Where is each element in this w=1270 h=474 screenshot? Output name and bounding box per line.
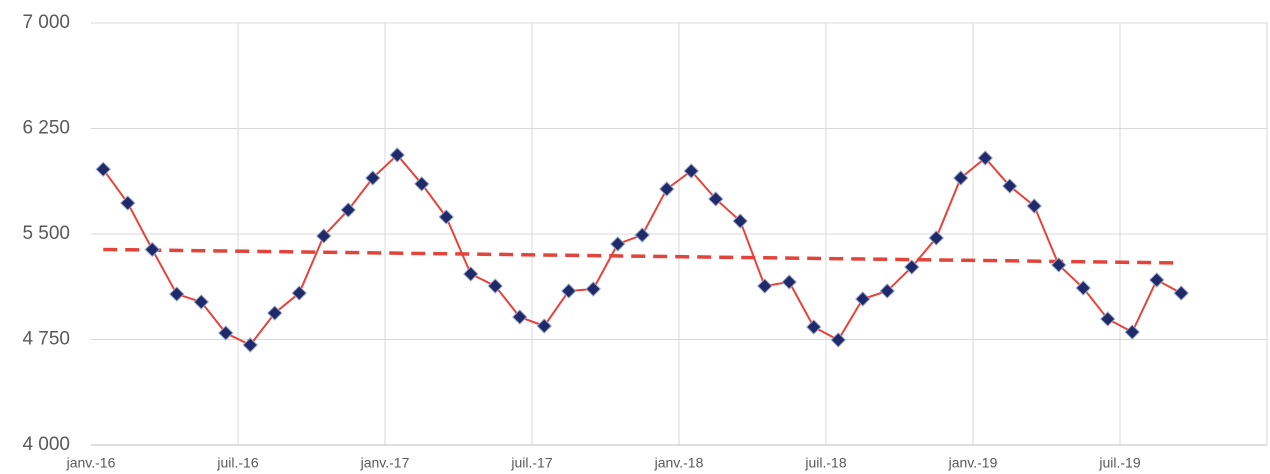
data-point: [1002, 178, 1018, 194]
data-point: [340, 202, 356, 218]
data-point: [659, 181, 675, 197]
data-point: [610, 236, 626, 252]
data-point: [144, 241, 160, 258]
data-point: [512, 309, 528, 325]
data-point: [1173, 285, 1189, 301]
data-point: [218, 325, 234, 341]
data-point: [757, 278, 773, 294]
data-point: [316, 228, 332, 244]
data-point: [953, 170, 969, 186]
x-tick-label: janv.-18: [654, 455, 704, 471]
data-point: [365, 170, 381, 186]
data-point: [291, 285, 307, 301]
data-point: [414, 176, 430, 192]
data-point: [438, 209, 454, 225]
x-tick-label: janv.-19: [948, 455, 998, 471]
data-point: [389, 147, 405, 163]
data-point: [487, 278, 503, 294]
x-tick-label: janv.-16: [66, 455, 116, 471]
data-point: [242, 337, 258, 353]
data-point: [634, 227, 650, 243]
data-point: [1149, 272, 1165, 288]
data-point: [1026, 198, 1042, 214]
y-tick-label: 7 000: [22, 12, 70, 33]
data-point: [732, 213, 748, 229]
data-point: [536, 318, 552, 334]
data-point: [683, 163, 699, 179]
data-point: [193, 294, 209, 310]
x-tick-label: janv.-17: [360, 455, 410, 471]
x-tick-label: juil.-16: [216, 455, 258, 471]
data-point: [1075, 280, 1091, 296]
y-tick-label: 6 250: [22, 118, 70, 139]
data-point: [830, 332, 846, 348]
data-point: [855, 291, 871, 307]
data-point: [1051, 257, 1067, 273]
data-point: [879, 283, 895, 299]
data-point: [267, 305, 283, 321]
data-point: [95, 161, 111, 178]
data-point: [1124, 324, 1140, 340]
data-point: [120, 195, 136, 211]
data-point: [169, 286, 185, 302]
data-point: [463, 266, 479, 282]
y-tick-label: 4 750: [22, 329, 70, 350]
data-point: [561, 283, 577, 299]
x-tick-label: juil.-17: [510, 455, 552, 471]
data-point: [977, 150, 993, 166]
data-point: [1100, 311, 1116, 327]
data-point: [585, 281, 601, 297]
data-point: [708, 191, 724, 207]
trend-line: [103, 247, 1182, 265]
data-point: [781, 274, 797, 290]
x-tick-label: juil.-18: [804, 455, 846, 471]
data-point: [928, 230, 944, 246]
data-point: [806, 319, 822, 335]
y-tick-label: 5 500: [22, 223, 70, 244]
x-tick-label: juil.-19: [1098, 455, 1140, 471]
data-point: [904, 259, 920, 275]
y-tick-label: 4 000: [22, 434, 70, 455]
